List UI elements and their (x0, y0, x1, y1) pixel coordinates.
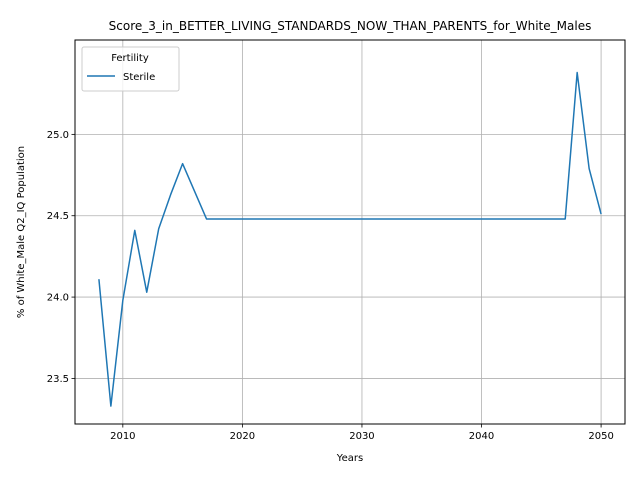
legend: Fertility Sterile (81, 46, 180, 92)
plot-frame (74, 39, 626, 425)
x-tick-label: 2040 (469, 431, 494, 442)
x-axis-label: Years (336, 453, 363, 464)
y-tick-label: 24.5 (47, 211, 69, 222)
y-tick-label: 25.0 (47, 130, 69, 141)
y-tick-label: 23.5 (47, 374, 69, 385)
legend-label-sterile: Sterile (123, 72, 155, 83)
x-tick-label: 2050 (588, 431, 613, 442)
series-line-sterile (98, 71, 602, 407)
y-axis-ticks: 23.5 24.0 24.5 25.0 (47, 130, 75, 385)
x-tick-label: 2020 (230, 431, 255, 442)
x-axis-ticks: 2010 2020 2030 2040 2050 (110, 424, 614, 442)
series-layer (98, 71, 602, 407)
x-tick-label: 2010 (110, 431, 135, 442)
y-axis-label: % of White_Male Q2_IQ Population (16, 146, 27, 318)
legend-box (81, 46, 180, 92)
x-tick-label: 2030 (349, 431, 374, 442)
legend-title: Fertility (111, 53, 149, 64)
grid (75, 40, 625, 424)
chart-title: Score_3_in_BETTER_LIVING_STANDARDS_NOW_T… (109, 19, 592, 33)
y-tick-label: 24.0 (47, 293, 69, 304)
